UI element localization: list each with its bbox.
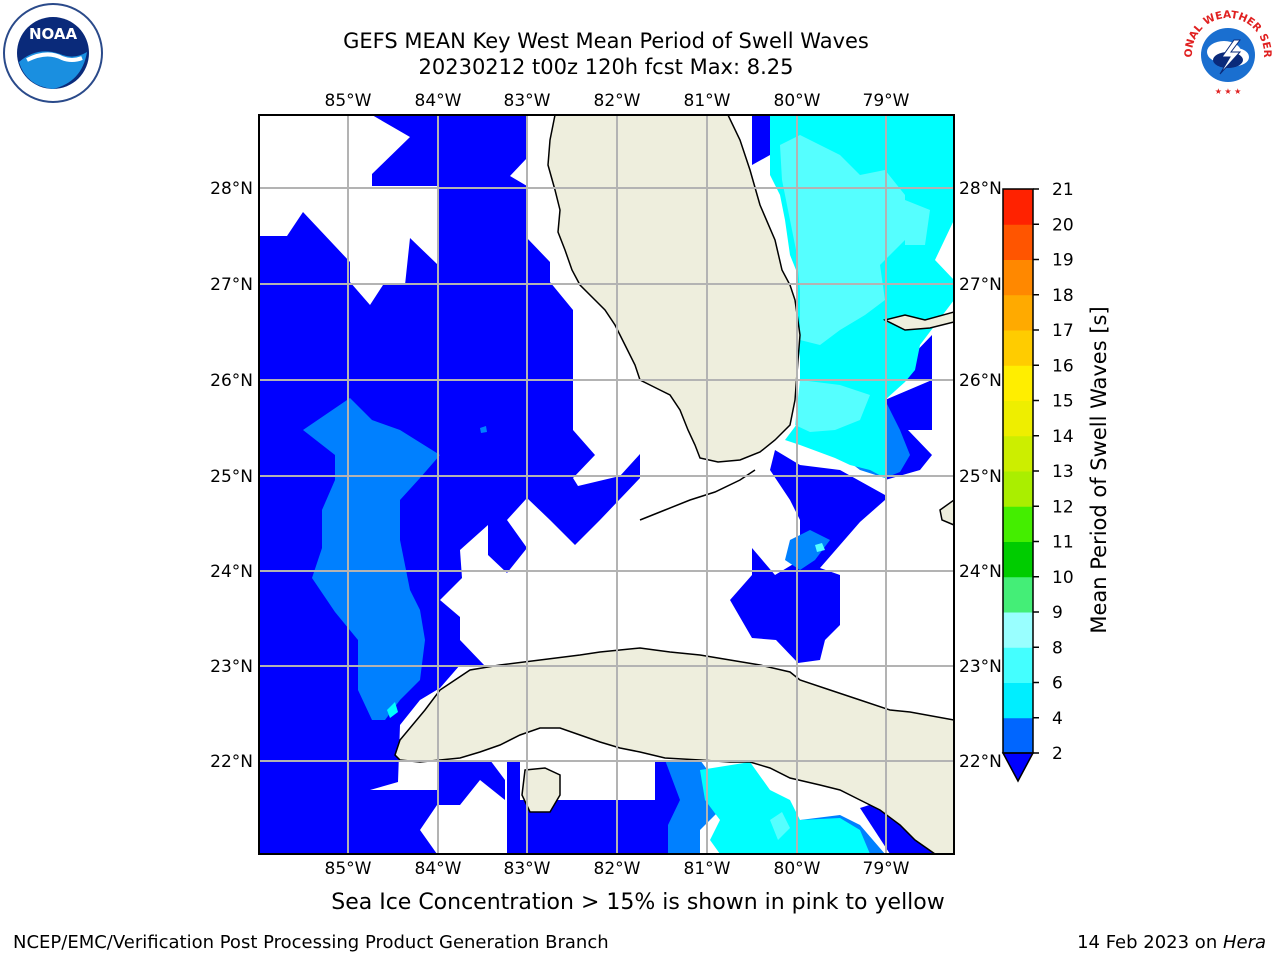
colorbar-tick-label: 9 [1052,603,1063,623]
colorbar-tick-label: 15 [1052,392,1074,412]
colorbar-tick-label: 19 [1052,251,1074,271]
lon-labels-bottom: 85°W 84°W 83°W 82°W 81°W 80°W 79°W [325,859,910,879]
colorbar-bin [1003,506,1033,542]
lon-label-bottom: 80°W [774,859,821,879]
lat-label-left: 23°N [210,657,253,677]
colorbar-tick-label: 8 [1052,638,1063,658]
colorbar-label: Mean Period of Swell Waves [s] [1087,306,1111,633]
lon-label-top: 81°W [684,91,731,111]
florida-keys [639,469,756,521]
colorbar-tick-label: 6 [1052,674,1063,694]
lat-label-right: 28°N [959,179,1002,199]
nws-logo: NATIONAL WEATHER SERVICE ★ ★ ★ [1178,2,1276,100]
lon-label-top: 82°W [594,91,641,111]
lon-label-bottom: 83°W [504,859,551,879]
colorbar-bin [1003,435,1033,472]
colorbar-tick-label: 20 [1052,215,1074,235]
lat-label-right: 24°N [959,562,1002,582]
footer-date-text: 14 Feb 2023 on [1077,932,1223,953]
colorbar-bin [1003,541,1033,578]
colorbar-tick-label: 12 [1052,497,1074,517]
colorbar: 2 4 6 8 9 10 11 12 13 14 15 16 17 18 19 20 21 [1001,180,1074,783]
colorbar-bin [1003,471,1033,507]
lat-label-left: 24°N [210,562,253,582]
noaa-logo: NOAA [3,3,103,103]
colorbar-bin [1003,224,1033,260]
colorbar-bin [1003,294,1033,331]
colorbar-bin [1003,717,1033,754]
colorbar-tick-label: 17 [1052,321,1074,341]
lat-labels-left: 28°N 27°N 26°N 25°N 24°N 23°N 22°N [210,179,253,772]
map-frame [258,114,955,855]
colorbar-bin [1003,365,1033,401]
lon-label-top: 85°W [325,91,372,111]
lon-label-top: 83°W [504,91,551,111]
lat-label-right: 23°N [959,657,1002,677]
svg-text:★ ★ ★: ★ ★ ★ [1215,87,1242,96]
lat-label-right: 27°N [959,275,1002,295]
colorbar-bin [1003,612,1033,648]
colorbar-tick-label: 11 [1052,533,1074,553]
noaa-logo-text: NOAA [29,25,78,43]
colorbar-tick-label: 16 [1052,356,1074,376]
colorbar-under-arrow [1001,752,1035,783]
lat-label-left: 26°N [210,371,253,391]
lon-label-bottom: 82°W [594,859,641,879]
lon-label-top: 84°W [415,91,462,111]
colorbar-tick-label: 21 [1052,180,1074,200]
lon-label-bottom: 85°W [325,859,372,879]
footer-host: Hera [1222,932,1266,953]
lon-labels-top: 85°W 84°W 83°W 82°W 81°W 80°W 79°W [325,91,910,111]
footer-date: 14 Feb 2023 on Hera [1077,932,1266,953]
chart-subtitle: 20230212 t00z 120h fcst Max: 8.25 [418,55,794,79]
colorbar-bin [1003,189,1033,225]
colorbar-bin [1003,682,1033,719]
lat-label-right: 25°N [959,467,1002,487]
colorbar-tick-label: 4 [1052,709,1063,729]
lat-label-right: 22°N [959,752,1002,772]
colorbar-tick-label: 18 [1052,286,1074,306]
lat-label-left: 25°N [210,467,253,487]
lon-label-top: 79°W [863,91,910,111]
land-masses [394,115,954,854]
graticule [259,115,954,854]
colorbar-bin [1003,647,1033,683]
lat-labels-right: 28°N 27°N 26°N 25°N 24°N 23°N 22°N [959,179,1002,772]
colorbar-tick-label: 14 [1052,427,1074,447]
lat-label-left: 22°N [210,752,253,772]
colorbar-tick-label: 10 [1052,568,1074,588]
colorbar-tick-label: 13 [1052,462,1074,482]
sea-ice-note: Sea Ice Concentration > 15% is shown in … [331,890,945,915]
colorbar-bin [1003,400,1033,437]
colorbar-tick-label: 2 [1052,744,1063,764]
colorbar-bin [1003,576,1033,613]
lon-label-bottom: 84°W [415,859,462,879]
lon-label-top: 80°W [774,91,821,111]
lon-label-bottom: 81°W [684,859,731,879]
lat-label-right: 26°N [959,371,1002,391]
lon-label-bottom: 79°W [863,859,910,879]
colorbar-bin [1003,259,1033,296]
lat-label-left: 27°N [210,275,253,295]
footer-credit: NCEP/EMC/Verification Post Processing Pr… [13,932,609,953]
lat-label-left: 28°N [210,179,253,199]
chart-title: GEFS MEAN Key West Mean Period of Swell … [343,29,869,53]
colorbar-bin [1003,330,1033,366]
